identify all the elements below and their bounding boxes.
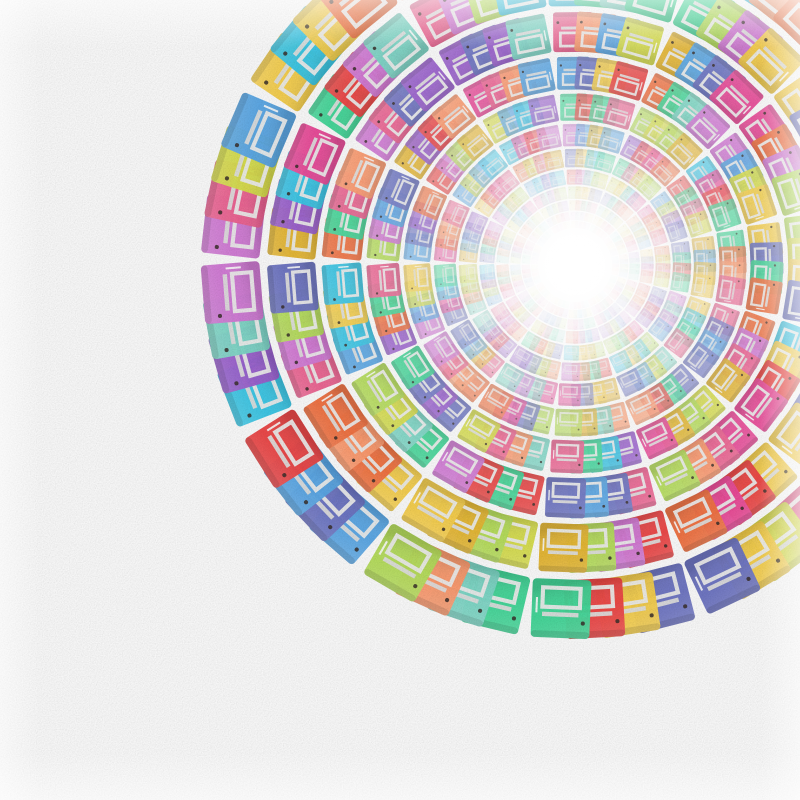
tile [538, 522, 589, 573]
tile [538, 264, 545, 271]
tile [560, 212, 571, 222]
tile [565, 229, 572, 236]
tile [530, 578, 592, 639]
tile [553, 186, 568, 202]
tile [639, 269, 654, 284]
tile [531, 264, 539, 272]
tile [505, 13, 552, 60]
tile [554, 408, 583, 437]
tile [403, 263, 433, 293]
tile [568, 309, 578, 319]
tile [567, 319, 578, 330]
tile [563, 345, 580, 361]
tile [521, 264, 531, 274]
tile [628, 268, 640, 281]
tile [715, 275, 746, 306]
tile [561, 362, 581, 382]
tile [458, 263, 479, 284]
tile [604, 267, 611, 274]
tile [543, 149, 565, 171]
tile [670, 271, 691, 293]
tile [557, 200, 569, 213]
tile [562, 221, 571, 230]
tile [653, 270, 671, 288]
tile [321, 262, 365, 305]
tile [745, 277, 783, 315]
tile [570, 295, 577, 302]
tile [433, 263, 458, 288]
tile [496, 264, 510, 278]
tile [618, 268, 629, 278]
tile [479, 264, 496, 281]
tile [610, 267, 619, 276]
tile [550, 439, 585, 474]
tile [558, 383, 582, 407]
tile [366, 262, 402, 298]
tile [200, 261, 264, 324]
tile [527, 94, 560, 126]
tile [267, 261, 319, 314]
tile [565, 330, 579, 344]
tile [548, 170, 567, 188]
tile [510, 264, 522, 276]
tile [544, 477, 587, 519]
tile [536, 124, 562, 151]
tile [690, 273, 716, 299]
tile [517, 58, 556, 97]
tile [569, 301, 577, 309]
